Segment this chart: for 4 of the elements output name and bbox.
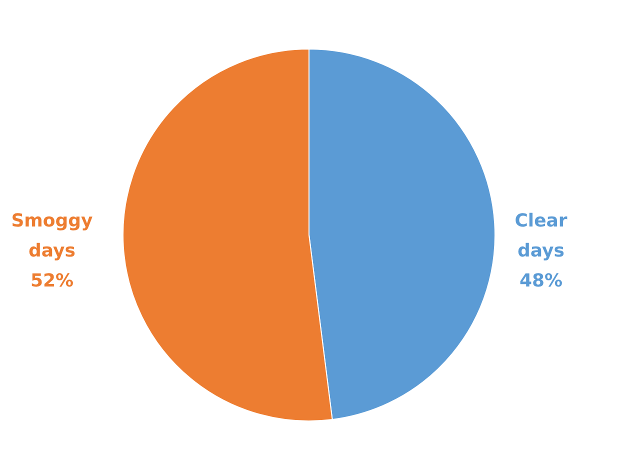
slice-label: Smoggy days (11, 210, 94, 262)
data-label: 48% (519, 270, 563, 292)
data-label: 52% (30, 270, 74, 292)
slice-label: Clear days (514, 210, 568, 262)
